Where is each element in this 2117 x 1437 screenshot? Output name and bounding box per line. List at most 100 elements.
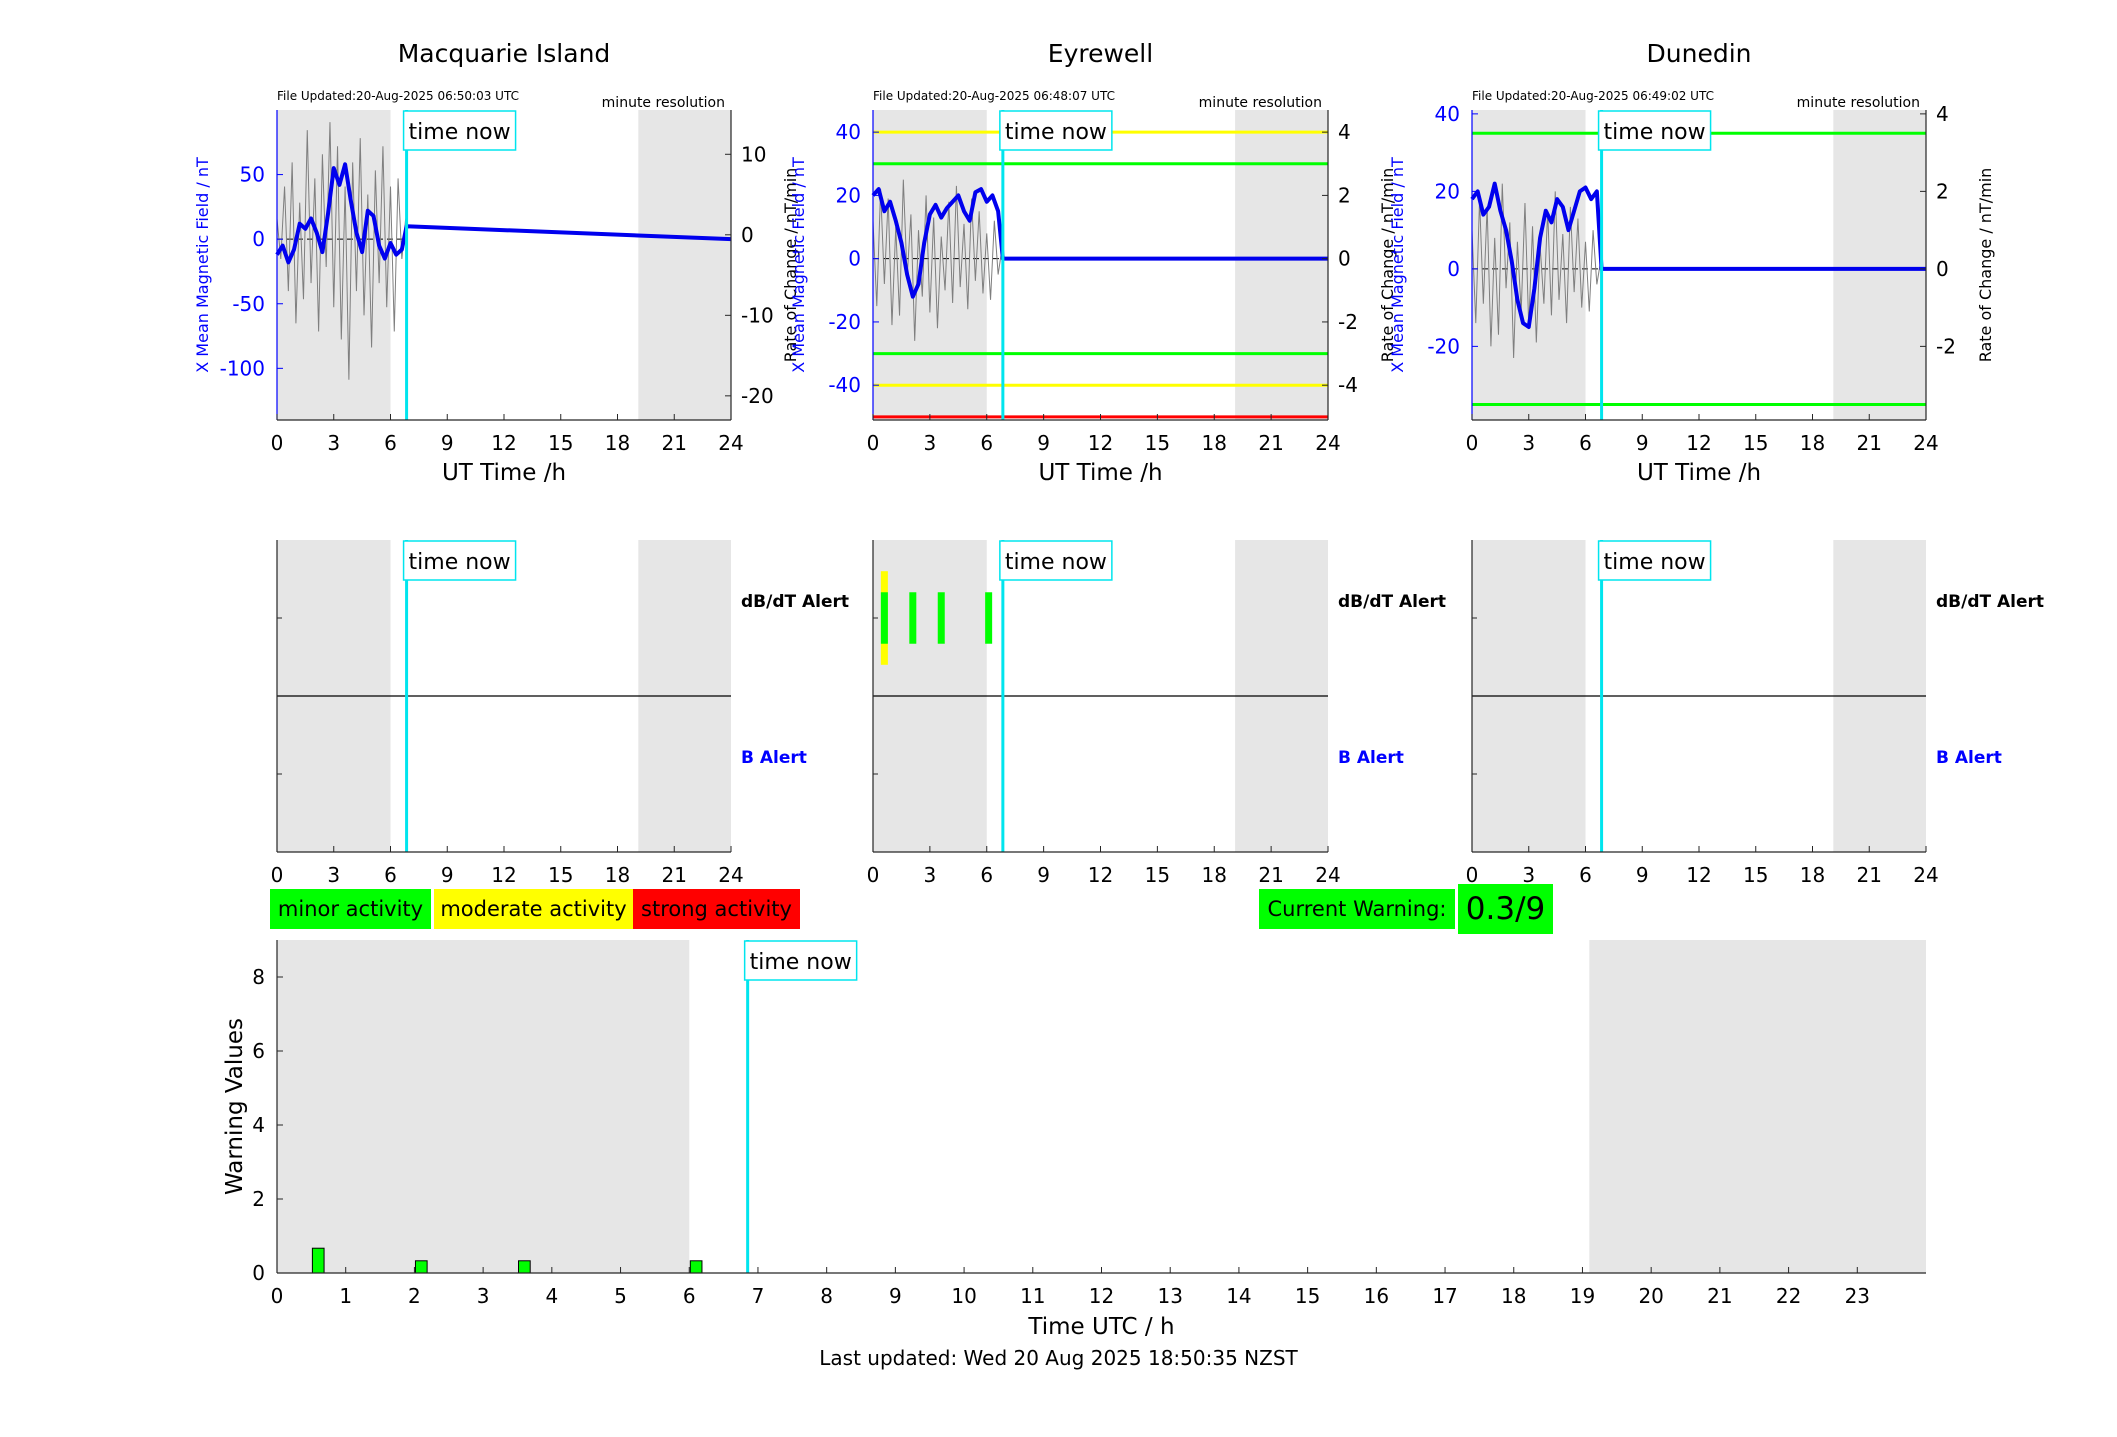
time-now-box: [1597, 110, 1712, 151]
time-now-box: [402, 110, 517, 151]
dbdt-alert-label: dB/dT Alert: [741, 592, 849, 612]
x-tick-label: 12: [491, 431, 516, 455]
time-now-label: time now: [1005, 120, 1107, 145]
x-tick-label: 10: [951, 1284, 976, 1308]
station-title: Eyrewell: [1048, 39, 1153, 68]
x-tick-label: 15: [1295, 1284, 1320, 1308]
alert-bar-minor: [937, 592, 945, 644]
left-y-tick-label: 40: [836, 120, 861, 144]
x-tick-label: 24: [1315, 431, 1340, 455]
time-now-label: time now: [1604, 120, 1706, 145]
right-y-tick-label: -10: [741, 303, 774, 327]
file-updated-label: File Updated:20-Aug-2025 06:48:07 UTC: [873, 89, 1115, 103]
legend-moderate-activity: moderate activity: [434, 889, 633, 929]
x-tick-label: 12: [491, 863, 516, 887]
left-y-tick-label: 0: [848, 247, 861, 271]
x-tick-label: 21: [1258, 431, 1283, 455]
right-y-tick-label: -4: [1338, 373, 1358, 397]
x-tick-label: 3: [1522, 863, 1535, 887]
b-alert-label: B Alert: [1936, 748, 2002, 768]
x-tick-label: 24: [718, 863, 743, 887]
alert-bar-minor: [909, 592, 917, 644]
left-y-tick-label: 20: [836, 183, 861, 207]
alert-panel-1: time now 0 3 6 9 12 15 18 21 24 dB/dT Alert B Alert: [867, 540, 1446, 887]
warning-bar: [414, 1260, 428, 1274]
rate-of-change-trace: [1471, 183, 1602, 359]
x-tick-label: 6: [384, 431, 397, 455]
x-tick-label: 21: [1707, 1284, 1732, 1308]
right-y-tick-label: 2: [1338, 183, 1351, 207]
x-tick-label: 12: [1088, 863, 1113, 887]
x-tick-label: 9: [1636, 431, 1649, 455]
resolution-label: minute resolution: [1199, 95, 1322, 111]
y-axis-label: Warning Values: [222, 1018, 248, 1195]
x-axis-label: UT Time /h: [1637, 460, 1761, 486]
x-tick-label: 9: [1636, 863, 1649, 887]
x-tick-label: 24: [1315, 863, 1340, 887]
x-tick-label: 8: [820, 1284, 833, 1308]
x-tick-label: 11: [1020, 1284, 1045, 1308]
file-updated-label: File Updated:20-Aug-2025 06:50:03 UTC: [277, 89, 519, 103]
x-tick-label: 6: [683, 1284, 696, 1308]
time-now-box: [1597, 540, 1712, 581]
x-tick-label: 0: [1466, 863, 1479, 887]
x-tick-label: 3: [477, 1284, 490, 1308]
x-tick-label: 13: [1157, 1284, 1182, 1308]
b-alert-label: B Alert: [741, 748, 807, 768]
right-y-tick-label: 4: [1936, 102, 1949, 126]
x-tick-label: 6: [1579, 863, 1592, 887]
x-tick-label: 15: [548, 863, 573, 887]
resolution-label: minute resolution: [602, 95, 725, 111]
x-mean-field-trace: [1470, 181, 1926, 329]
right-y-tick-label: -20: [741, 384, 774, 408]
x-tick-label: 12: [1088, 431, 1113, 455]
x-tick-label: 22: [1776, 1284, 1801, 1308]
x-tick-label: 7: [752, 1284, 765, 1308]
x-tick-label: 6: [980, 431, 993, 455]
current-warning-label: Current Warning:: [1259, 889, 1455, 929]
dbdt-alert-label: dB/dT Alert: [1936, 592, 2044, 612]
x-tick-label: 3: [327, 863, 340, 887]
x-mean-field-trace: [871, 187, 1328, 299]
time-now-label: time now: [1604, 550, 1706, 575]
x-tick-label: 3: [924, 431, 937, 455]
right-y-tick-label: 0: [1338, 247, 1351, 271]
legend-minor-activity: minor activity: [270, 889, 431, 929]
time-now-label: time now: [750, 950, 852, 975]
x-tick-label: 0: [271, 863, 284, 887]
alert-bar-minor: [880, 592, 888, 644]
right-y-tick-label: 4: [1338, 120, 1351, 144]
x-tick-label: 18: [1202, 863, 1227, 887]
x-tick-label: 9: [1037, 431, 1050, 455]
x-tick-label: 9: [441, 863, 454, 887]
time-now-box: [999, 540, 1113, 581]
right-y-tick-label: 0: [1936, 257, 1949, 281]
b-alert-label: B Alert: [1338, 748, 1404, 768]
x-tick-label: 18: [1800, 863, 1825, 887]
time-now-box: [999, 110, 1113, 151]
time-now-label: time now: [1005, 550, 1107, 575]
x-tick-label: 3: [1522, 431, 1535, 455]
right-y-axis-label: Rate of Change / nT/min: [781, 168, 800, 363]
resolution-label: minute resolution: [1797, 95, 1920, 111]
x-tick-label: 6: [1579, 431, 1592, 455]
night-shading: [277, 940, 690, 1273]
right-y-axis-label: Rate of Change / nT/min: [1378, 168, 1397, 363]
right-y-tick-label: 10: [741, 142, 766, 166]
x-tick-label: 0: [867, 431, 880, 455]
x-tick-label: 0: [1466, 431, 1479, 455]
x-tick-label: 5: [614, 1284, 627, 1308]
x-tick-label: 21: [662, 863, 687, 887]
x-tick-label: 23: [1845, 1284, 1870, 1308]
x-tick-label: 24: [718, 431, 743, 455]
y-tick-label: 2: [252, 1187, 265, 1211]
right-y-tick-label: 2: [1936, 179, 1949, 203]
x-tick-label: 21: [1857, 863, 1882, 887]
right-y-tick-label: -2: [1338, 310, 1358, 334]
alert-bar-minor: [985, 592, 993, 644]
left-y-tick-label: -20: [1427, 334, 1460, 358]
